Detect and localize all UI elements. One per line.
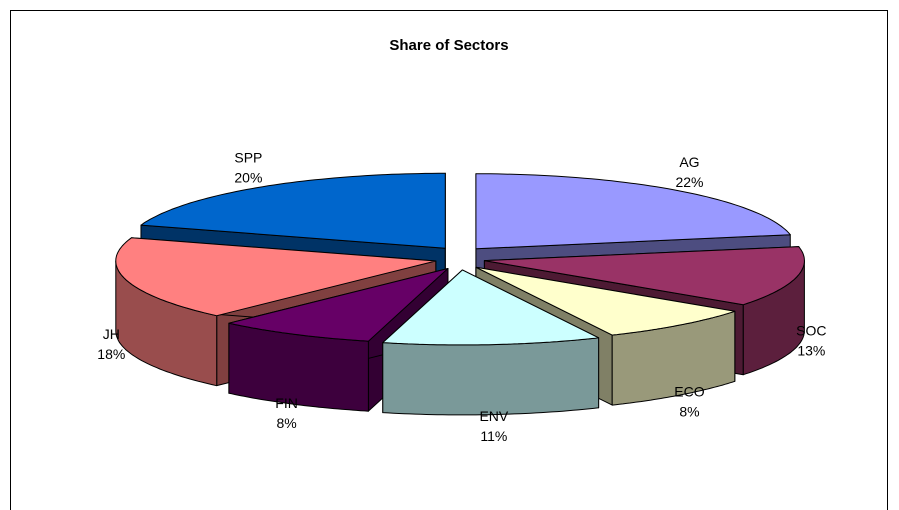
pie (115, 172, 805, 416)
slice-value-label: 8% (276, 415, 296, 431)
slice-wall (382, 337, 600, 416)
slice-value-label: 20% (234, 170, 262, 186)
chart-title: Share of Sectors (389, 37, 508, 54)
slice-category-label: JH (103, 326, 120, 342)
slice (382, 269, 600, 346)
slice-category-label: SPP (234, 150, 262, 166)
slice (475, 266, 736, 336)
slice-category-label: ECO (674, 383, 704, 399)
slice (475, 173, 791, 250)
slice (115, 237, 437, 317)
slice-value-label: 11% (480, 428, 507, 444)
slice-category-label: AG (679, 154, 699, 170)
slice (483, 246, 805, 306)
slice-category-label: FIN (275, 395, 298, 411)
slice (228, 268, 449, 342)
chart-frame (10, 10, 888, 510)
slice-value-label: 8% (679, 403, 699, 419)
slice-category-label: SOC (796, 323, 826, 339)
slice-value-label: 18% (97, 346, 125, 362)
slice-value-label: 13% (797, 343, 825, 359)
slice-category-label: ENV (479, 408, 508, 424)
slice-value-label: 22% (675, 174, 703, 190)
slice-group (382, 269, 600, 416)
slice (140, 172, 446, 249)
